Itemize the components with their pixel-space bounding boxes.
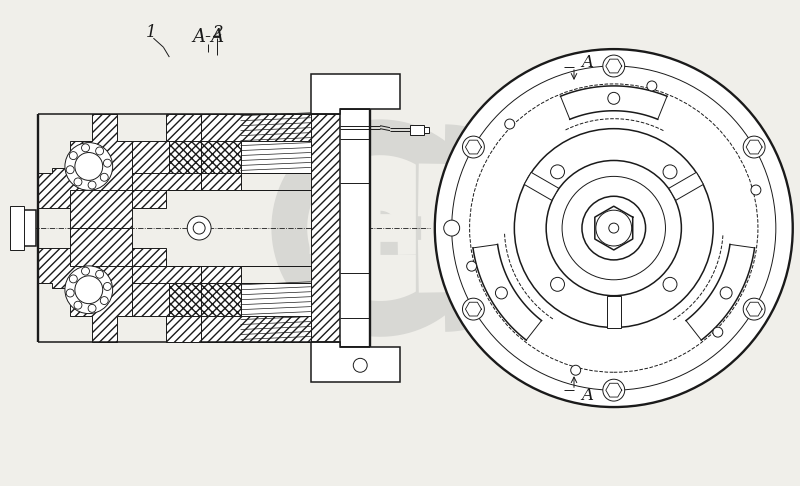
Polygon shape [170, 114, 241, 174]
Circle shape [495, 287, 507, 299]
Circle shape [466, 261, 477, 271]
Circle shape [88, 181, 96, 189]
Circle shape [505, 119, 514, 129]
Polygon shape [166, 114, 201, 140]
Circle shape [96, 270, 104, 278]
Circle shape [354, 358, 367, 372]
Circle shape [70, 275, 78, 283]
Circle shape [713, 327, 722, 337]
Polygon shape [201, 315, 310, 343]
Circle shape [444, 220, 460, 236]
Text: 1: 1 [146, 24, 157, 41]
Circle shape [663, 165, 677, 179]
Polygon shape [70, 228, 131, 266]
Circle shape [193, 222, 205, 234]
Polygon shape [607, 295, 621, 328]
Polygon shape [131, 140, 201, 191]
Circle shape [75, 276, 102, 304]
Circle shape [103, 282, 111, 291]
Circle shape [751, 185, 761, 195]
Circle shape [103, 159, 111, 167]
Bar [10, 206, 24, 250]
Polygon shape [669, 173, 703, 200]
Circle shape [663, 278, 677, 291]
Circle shape [66, 166, 74, 174]
Polygon shape [201, 174, 241, 191]
Circle shape [603, 55, 625, 77]
Circle shape [96, 147, 104, 155]
Bar [241, 114, 310, 174]
Circle shape [743, 136, 765, 158]
Circle shape [608, 92, 620, 104]
Circle shape [82, 267, 90, 275]
Polygon shape [38, 114, 166, 208]
Text: A-A: A-A [192, 28, 224, 46]
Circle shape [74, 178, 82, 186]
Bar [241, 283, 310, 343]
Bar [424, 127, 429, 133]
Circle shape [75, 153, 102, 180]
Text: A: A [581, 387, 593, 404]
Bar [14, 210, 36, 246]
Circle shape [434, 49, 793, 407]
Circle shape [82, 144, 90, 152]
Polygon shape [70, 191, 131, 228]
Circle shape [743, 298, 765, 320]
Polygon shape [131, 266, 201, 315]
Circle shape [88, 304, 96, 312]
Text: 2: 2 [212, 24, 222, 41]
Circle shape [70, 152, 78, 159]
Polygon shape [310, 343, 400, 382]
Circle shape [462, 136, 484, 158]
Polygon shape [38, 248, 166, 343]
Polygon shape [201, 114, 310, 140]
Circle shape [74, 301, 82, 309]
Circle shape [550, 165, 565, 179]
Polygon shape [524, 173, 558, 200]
Circle shape [65, 142, 113, 191]
Circle shape [100, 296, 108, 305]
Circle shape [65, 266, 113, 313]
Polygon shape [340, 109, 370, 347]
Circle shape [550, 278, 565, 291]
Circle shape [720, 287, 732, 299]
Circle shape [609, 223, 618, 233]
Polygon shape [201, 266, 241, 283]
Circle shape [603, 379, 625, 401]
Circle shape [570, 365, 581, 375]
Circle shape [647, 81, 657, 91]
Text: A: A [581, 53, 593, 70]
Circle shape [66, 289, 74, 297]
Bar [410, 125, 424, 135]
Circle shape [100, 174, 108, 181]
Circle shape [462, 298, 484, 320]
Circle shape [187, 216, 211, 240]
Polygon shape [310, 74, 400, 114]
Polygon shape [170, 283, 241, 343]
Polygon shape [166, 315, 201, 343]
Polygon shape [310, 114, 340, 343]
